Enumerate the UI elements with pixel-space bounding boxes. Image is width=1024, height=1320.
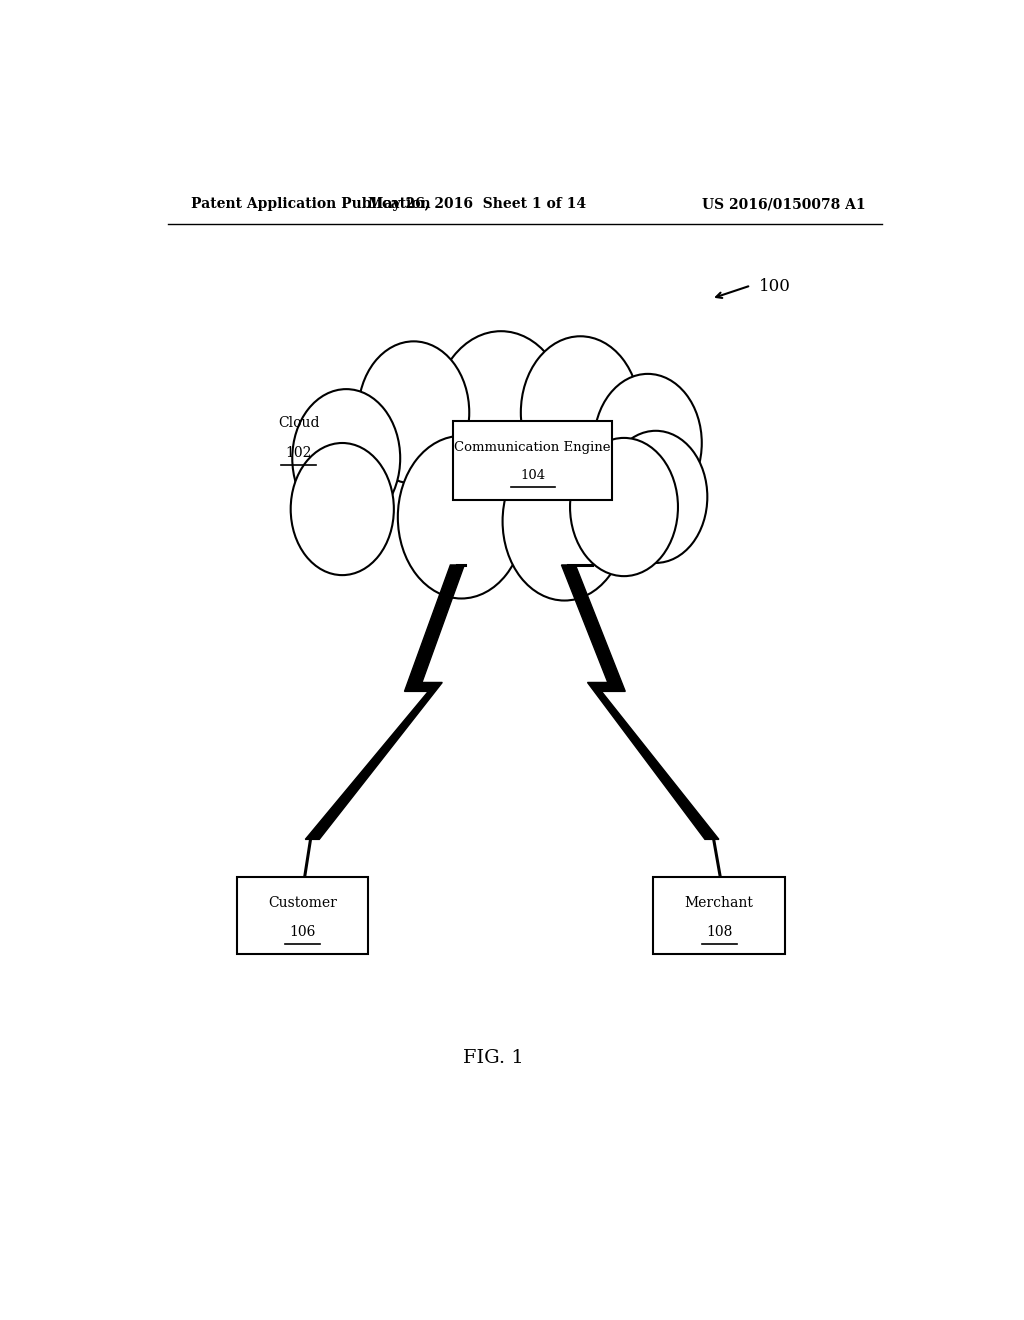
Circle shape xyxy=(358,342,469,483)
Circle shape xyxy=(397,436,525,598)
FancyBboxPatch shape xyxy=(237,876,369,954)
Text: FIG. 1: FIG. 1 xyxy=(463,1049,523,1067)
Circle shape xyxy=(292,389,400,528)
Text: Patent Application Publication: Patent Application Publication xyxy=(191,197,431,211)
FancyBboxPatch shape xyxy=(453,421,612,500)
Text: 108: 108 xyxy=(706,925,732,939)
FancyBboxPatch shape xyxy=(653,876,785,954)
Text: US 2016/0150078 A1: US 2016/0150078 A1 xyxy=(702,197,866,211)
Polygon shape xyxy=(305,565,464,840)
Circle shape xyxy=(604,430,708,562)
Circle shape xyxy=(594,374,701,512)
Text: Customer: Customer xyxy=(268,896,337,911)
Text: May 26, 2016  Sheet 1 of 14: May 26, 2016 Sheet 1 of 14 xyxy=(368,197,587,211)
Text: 104: 104 xyxy=(520,469,546,482)
Circle shape xyxy=(433,331,568,504)
Text: Communication Engine: Communication Engine xyxy=(455,441,611,454)
Text: 102: 102 xyxy=(286,446,312,461)
Circle shape xyxy=(503,442,627,601)
Text: 106: 106 xyxy=(290,925,315,939)
Circle shape xyxy=(570,438,678,576)
Text: Merchant: Merchant xyxy=(685,896,754,911)
Text: Cloud: Cloud xyxy=(278,416,319,430)
Text: 100: 100 xyxy=(759,279,791,294)
Polygon shape xyxy=(561,565,719,840)
Circle shape xyxy=(521,337,640,488)
Circle shape xyxy=(291,444,394,576)
